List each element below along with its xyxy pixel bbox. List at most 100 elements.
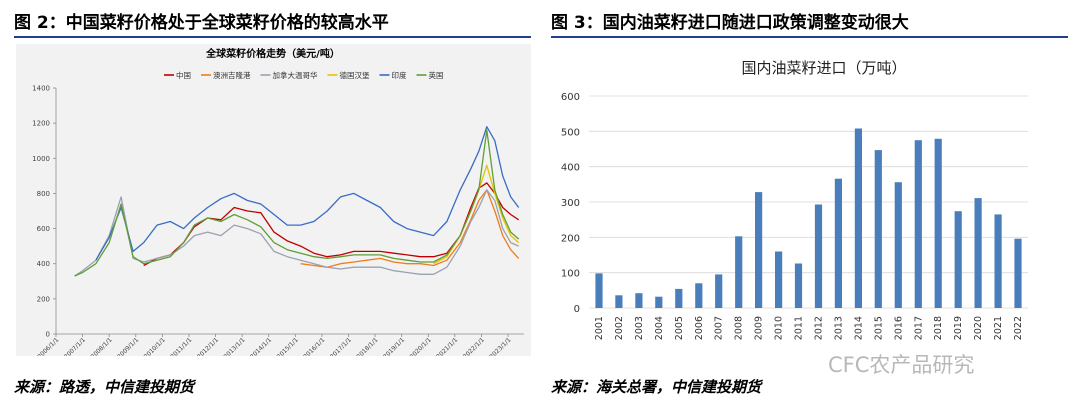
line-x-tick-label-2: 2008/1/1 bbox=[90, 336, 114, 356]
bar-2009 bbox=[755, 192, 763, 308]
bar-x-tick-label-2005: 2005 bbox=[674, 316, 685, 340]
bar-x-tick-label-2002: 2002 bbox=[614, 316, 625, 340]
bar-2010 bbox=[775, 251, 783, 308]
bar-2005 bbox=[675, 288, 683, 308]
line-x-tick-label-0: 2006/1/1 bbox=[36, 336, 60, 356]
bar-2021 bbox=[994, 214, 1002, 308]
line-x-tick-label-1: 2007/1/1 bbox=[63, 336, 87, 356]
bar-x-tick-label-2014: 2014 bbox=[853, 316, 864, 340]
watermark: CFC农产品研究 bbox=[828, 353, 975, 377]
bar-2004 bbox=[655, 296, 663, 308]
line-y-tick-label-1: 200 bbox=[37, 295, 50, 303]
bar-y-tick-label-3: 300 bbox=[561, 198, 580, 209]
bar-chart-title: 国内油菜籽进口（万吨） bbox=[741, 59, 906, 77]
line-x-tick-label-5: 2011/1/1 bbox=[169, 336, 193, 356]
line-x-tick-label-10: 2016/1/1 bbox=[302, 336, 326, 356]
figure2-title-rule bbox=[14, 36, 531, 38]
line-x-tick-label-4: 2010/1/1 bbox=[143, 336, 167, 356]
figure3-chart-area: 国内油菜籽进口（万吨） 0 100 200 300 400 500 600 2001 2002 20… bbox=[551, 44, 1068, 356]
bar-2019 bbox=[954, 211, 962, 308]
bar-y-tick-label-0: 0 bbox=[574, 304, 580, 315]
bar-2008 bbox=[735, 236, 743, 308]
line-x-tick-label-16: 2022/1/1 bbox=[462, 336, 486, 356]
line-x-tick-label-11: 2017/1/1 bbox=[329, 336, 353, 356]
legend-label-4: 印度 bbox=[392, 70, 407, 80]
figure3-source: 来源：海关总署，中信建投期货 bbox=[551, 378, 762, 396]
line-x-tick-label-9: 2015/1/1 bbox=[276, 336, 300, 356]
bar-2001 bbox=[595, 273, 603, 308]
bar-x-tick-label-2021: 2021 bbox=[993, 316, 1004, 340]
bar-y-tick-label-5: 500 bbox=[561, 127, 580, 138]
legend-label-1: 澳洲吉隆港 bbox=[213, 70, 251, 80]
bar-2014 bbox=[854, 128, 862, 308]
bar-2012 bbox=[814, 204, 823, 308]
line-series-2 bbox=[74, 189, 519, 277]
figure3-title: 图 3：国内油菜籽进口随进口政策调整变动很大 bbox=[551, 13, 909, 33]
bar-x-tick-label-2009: 2009 bbox=[754, 316, 765, 340]
bar-x-tick-label-2017: 2017 bbox=[913, 316, 924, 340]
legend-label-0: 中国 bbox=[176, 70, 191, 80]
bar-x-tick-label-2011: 2011 bbox=[794, 316, 805, 340]
bar-y-tick-label-2: 200 bbox=[561, 233, 580, 244]
bar-2011 bbox=[794, 263, 803, 308]
bar-2018 bbox=[934, 138, 942, 308]
figure3-title-rule bbox=[551, 36, 1068, 38]
line-series-5 bbox=[74, 129, 520, 277]
line-y-tick-label-3: 600 bbox=[37, 225, 50, 233]
bar-x-tick-label-2001: 2001 bbox=[594, 316, 605, 340]
bar-x-tick-label-2022: 2022 bbox=[1013, 316, 1024, 340]
bar-x-tick-label-2006: 2006 bbox=[694, 316, 705, 340]
bar-2006 bbox=[695, 283, 703, 308]
line-y-tick-label-0: 0 bbox=[46, 331, 50, 339]
bar-x-tick-label-2007: 2007 bbox=[714, 316, 725, 340]
bar-2020 bbox=[974, 198, 982, 308]
line-y-tick-label-2: 400 bbox=[37, 260, 50, 268]
bar-y-tick-label-4: 400 bbox=[561, 163, 580, 174]
bar-2003 bbox=[635, 293, 643, 308]
line-series-1 bbox=[300, 189, 520, 268]
line-x-tick-label-3: 2009/1/1 bbox=[116, 336, 140, 356]
bar-y-tick-label-6: 600 bbox=[561, 92, 580, 103]
line-x-tick-label-17: 2023/1/1 bbox=[488, 336, 512, 356]
line-y-tick-label-7: 1400 bbox=[32, 85, 50, 93]
legend-label-3: 德国汉堡 bbox=[340, 70, 370, 80]
bar-x-tick-label-2015: 2015 bbox=[873, 316, 884, 340]
figure2-chart-frame: 全球菜籽价格走势（美元/吨） 中国 澳洲吉隆港 加拿大温哥华 德国汉堡 印度 英国 0 200 4… bbox=[16, 44, 531, 360]
line-y-tick-label-5: 1000 bbox=[32, 155, 50, 163]
figure2-title: 图 2：中国菜籽价格处于全球菜籽价格的较高水平 bbox=[14, 13, 389, 33]
line-y-tick-label-4: 800 bbox=[37, 190, 50, 198]
bar-x-tick-label-2016: 2016 bbox=[893, 316, 904, 340]
bar-2022 bbox=[1014, 238, 1022, 308]
line-x-tick-label-8: 2014/1/1 bbox=[249, 336, 273, 356]
line-x-tick-label-12: 2018/1/1 bbox=[355, 336, 379, 356]
line-x-tick-label-13: 2019/1/1 bbox=[382, 336, 406, 356]
bar-chart: 国内油菜籽进口（万吨） 0 100 200 300 400 500 600 2001 2002 20… bbox=[561, 59, 1028, 340]
bar-2015 bbox=[874, 150, 882, 308]
bar-y-tick-label-1: 100 bbox=[561, 269, 580, 280]
bar-x-tick-label-2019: 2019 bbox=[953, 316, 964, 340]
bar-2016 bbox=[894, 182, 902, 308]
line-chart: 全球菜籽价格走势（美元/吨） 中国 澳洲吉隆港 加拿大温哥华 德国汉堡 印度 英国 0 200 4… bbox=[32, 47, 524, 360]
line-series-3 bbox=[433, 164, 520, 265]
bar-2013 bbox=[834, 178, 842, 308]
line-x-tick-label-15: 2021/1/1 bbox=[435, 336, 459, 356]
bar-x-tick-label-2012: 2012 bbox=[813, 316, 824, 340]
line-series-0 bbox=[143, 182, 520, 267]
bar-2017 bbox=[914, 140, 922, 308]
bar-x-tick-label-2004: 2004 bbox=[654, 316, 665, 340]
line-series-4 bbox=[95, 126, 520, 261]
line-x-tick-label-6: 2012/1/1 bbox=[196, 336, 220, 356]
bar-2002 bbox=[615, 295, 623, 308]
line-x-tick-label-7: 2013/1/1 bbox=[223, 336, 247, 356]
bar-2007 bbox=[715, 274, 723, 308]
line-x-tick-label-14: 2020/1/1 bbox=[409, 336, 433, 356]
bar-x-tick-label-2020: 2020 bbox=[973, 316, 984, 340]
line-chart-title: 全球菜籽价格走势（美元/吨） bbox=[205, 47, 340, 60]
bar-x-tick-label-2008: 2008 bbox=[734, 316, 745, 340]
legend-label-5: 英国 bbox=[429, 70, 444, 80]
bar-x-tick-label-2018: 2018 bbox=[933, 316, 944, 340]
line-y-tick-label-6: 1200 bbox=[32, 120, 50, 128]
legend-label-2: 加拿大温哥华 bbox=[273, 70, 318, 80]
bar-x-tick-label-2003: 2003 bbox=[634, 316, 645, 340]
figure2-source: 来源：路透，中信建投期货 bbox=[14, 378, 195, 396]
